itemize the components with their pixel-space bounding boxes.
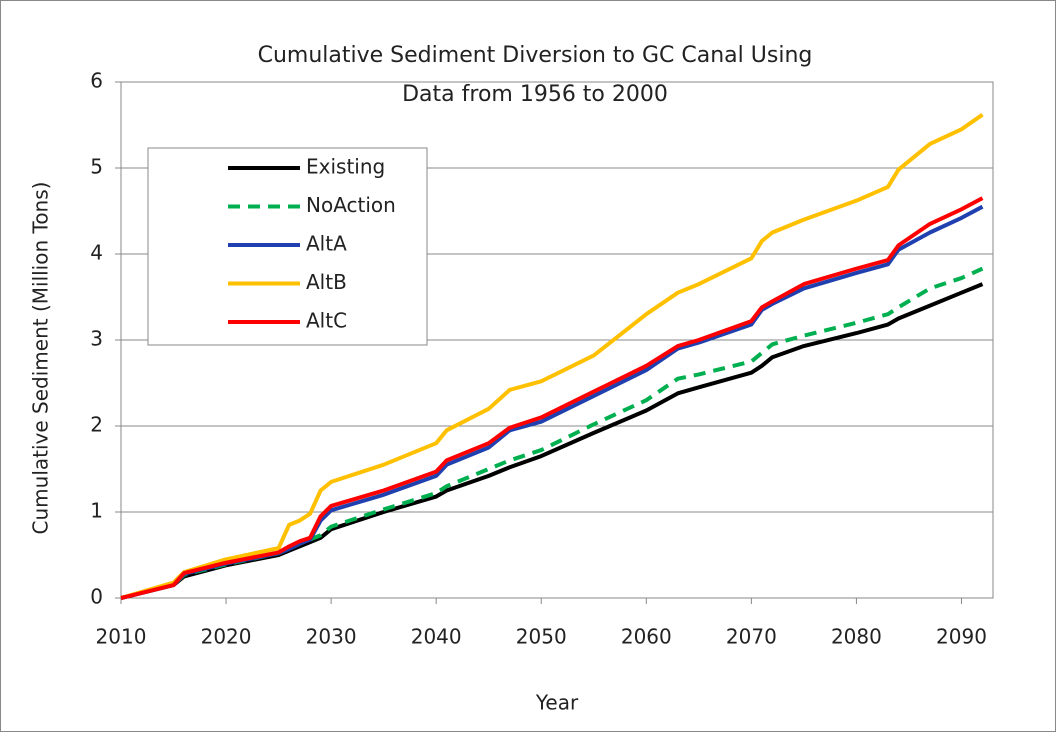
series-line <box>120 113 984 600</box>
x-tick-label: 2070 <box>726 625 777 649</box>
x-tick-label: 2060 <box>621 625 672 649</box>
chart-title: Cumulative Sediment Diversion to GC Cana… <box>258 43 813 68</box>
y-axis-label: Cumulative Sediment (Million Tons) <box>29 182 53 535</box>
series-line <box>120 196 984 600</box>
x-axis-label: Year <box>535 691 579 715</box>
x-tick-label: 2020 <box>201 625 252 649</box>
y-tick-label: 3 <box>90 327 103 351</box>
legend-label: Existing <box>306 155 385 179</box>
legend-label: NoAction <box>306 193 396 217</box>
chart-title: Data from 1956 to 2000 <box>402 82 668 107</box>
y-tick-label: 1 <box>90 499 103 523</box>
x-tick-label: 2040 <box>411 625 462 649</box>
y-tick-label: 6 <box>90 69 103 93</box>
legend-label: AltB <box>306 270 347 294</box>
legend-label: AltC <box>306 309 347 333</box>
x-tick-label: 2090 <box>936 625 987 649</box>
x-tick-label: 2010 <box>96 625 147 649</box>
x-tick-label: 2030 <box>306 625 357 649</box>
x-tick-label: 2080 <box>831 625 882 649</box>
legend-label: AltA <box>306 232 347 256</box>
y-tick-label: 5 <box>90 155 103 179</box>
x-tick-label: 2050 <box>516 625 567 649</box>
y-tick-label: 4 <box>90 241 103 265</box>
y-tick-label: 0 <box>90 585 103 609</box>
y-tick-label: 2 <box>90 413 103 437</box>
